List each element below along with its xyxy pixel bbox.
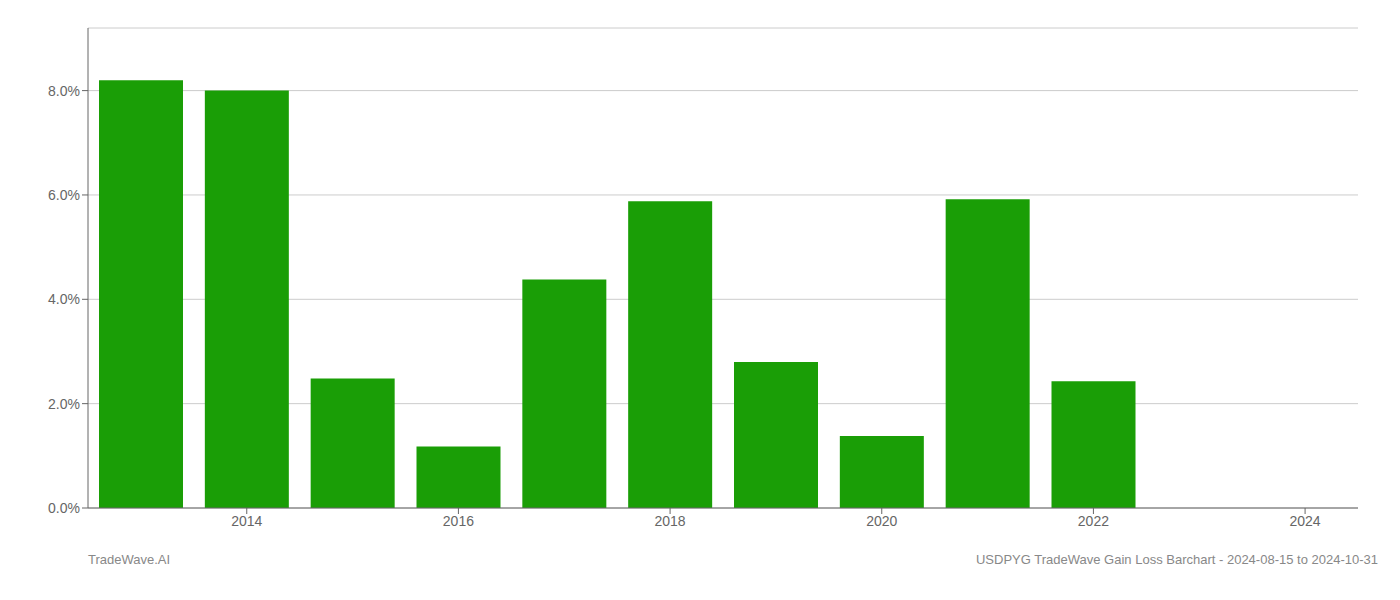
svg-text:4.0%: 4.0% <box>48 291 80 307</box>
svg-text:2014: 2014 <box>231 513 262 529</box>
svg-text:2018: 2018 <box>655 513 686 529</box>
svg-text:6.0%: 6.0% <box>48 187 80 203</box>
svg-text:8.0%: 8.0% <box>48 83 80 99</box>
html-text:USDPYG TradeWave Gain Loss Bar: USDPYG TradeWave Gain Loss Barchart - 20… <box>976 552 1378 567</box>
svg-text:2.0%: 2.0% <box>48 396 80 412</box>
svg-text:2020: 2020 <box>866 513 897 529</box>
html-text:TradeWave.AI: TradeWave.AI <box>88 552 171 567</box>
svg-text:2024: 2024 <box>1290 513 1321 529</box>
svg-text:2016: 2016 <box>443 513 474 529</box>
svg-text:0.0%: 0.0% <box>48 500 80 516</box>
svg-text:2022: 2022 <box>1078 513 1109 529</box>
